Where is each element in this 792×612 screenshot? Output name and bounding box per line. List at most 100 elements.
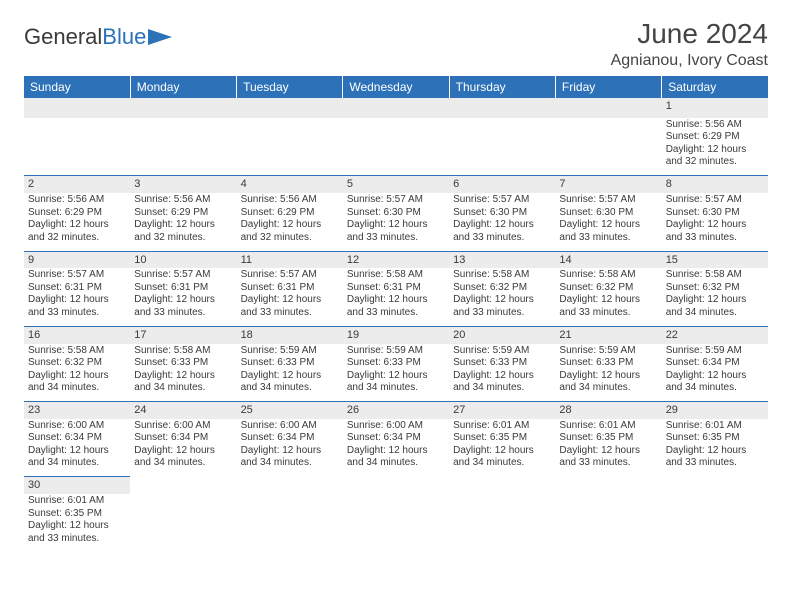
day-number-cell: 27: [449, 402, 555, 419]
day-number-cell: [662, 477, 768, 494]
day-number-cell: [555, 98, 661, 118]
day-detail-cell: [237, 118, 343, 176]
day-detail-cell: Sunrise: 5:57 AMSunset: 6:31 PMDaylight:…: [130, 268, 236, 326]
day-number-cell: [449, 98, 555, 118]
day-number-cell: 26: [343, 402, 449, 419]
day-number-cell: 21: [555, 326, 661, 343]
day-detail-cell: Sunrise: 6:01 AMSunset: 6:35 PMDaylight:…: [662, 419, 768, 477]
day-number-cell: 17: [130, 326, 236, 343]
day-number-cell: 4: [237, 176, 343, 193]
calendar-table: Sunday Monday Tuesday Wednesday Thursday…: [24, 76, 768, 552]
daynum-row: 23242526272829: [24, 402, 768, 419]
day-detail-cell: Sunrise: 6:01 AMSunset: 6:35 PMDaylight:…: [555, 419, 661, 477]
day-number-cell: [237, 98, 343, 118]
location: Agnianou, Ivory Coast: [611, 52, 768, 70]
day-number-cell: [237, 477, 343, 494]
day-detail-cell: [449, 494, 555, 552]
day-number-cell: 18: [237, 326, 343, 343]
day-number-cell: 16: [24, 326, 130, 343]
day-number-cell: [555, 477, 661, 494]
day-detail-cell: Sunrise: 5:56 AMSunset: 6:29 PMDaylight:…: [130, 193, 236, 251]
day-number-cell: 1: [662, 98, 768, 118]
day-detail-cell: Sunrise: 5:57 AMSunset: 6:31 PMDaylight:…: [24, 268, 130, 326]
day-number-cell: [343, 98, 449, 118]
logo-text-a: General: [24, 24, 102, 50]
day-detail-cell: Sunrise: 5:58 AMSunset: 6:33 PMDaylight:…: [130, 344, 236, 402]
day-detail-cell: Sunrise: 5:56 AMSunset: 6:29 PMDaylight:…: [237, 193, 343, 251]
day-number-cell: [343, 477, 449, 494]
day-detail-cell: [555, 494, 661, 552]
col-sunday: Sunday: [24, 76, 130, 98]
logo-text-b: Blue: [102, 24, 146, 50]
detail-row: Sunrise: 5:58 AMSunset: 6:32 PMDaylight:…: [24, 344, 768, 402]
day-detail-cell: [130, 118, 236, 176]
day-number-cell: [449, 477, 555, 494]
header: GeneralBlue June 2024 Agnianou, Ivory Co…: [24, 18, 768, 70]
day-detail-cell: Sunrise: 5:57 AMSunset: 6:30 PMDaylight:…: [555, 193, 661, 251]
day-detail-cell: [24, 118, 130, 176]
detail-row: Sunrise: 5:56 AMSunset: 6:29 PMDaylight:…: [24, 118, 768, 176]
day-detail-cell: Sunrise: 5:58 AMSunset: 6:32 PMDaylight:…: [449, 268, 555, 326]
daynum-row: 1: [24, 98, 768, 118]
day-number-cell: 28: [555, 402, 661, 419]
col-wednesday: Wednesday: [343, 76, 449, 98]
day-number-cell: 15: [662, 251, 768, 268]
day-detail-cell: Sunrise: 5:59 AMSunset: 6:33 PMDaylight:…: [555, 344, 661, 402]
col-tuesday: Tuesday: [237, 76, 343, 98]
day-number-cell: 25: [237, 402, 343, 419]
detail-row: Sunrise: 6:01 AMSunset: 6:35 PMDaylight:…: [24, 494, 768, 552]
day-number-cell: 9: [24, 251, 130, 268]
day-detail-cell: [237, 494, 343, 552]
day-detail-cell: Sunrise: 5:58 AMSunset: 6:32 PMDaylight:…: [24, 344, 130, 402]
day-detail-cell: Sunrise: 5:58 AMSunset: 6:32 PMDaylight:…: [662, 268, 768, 326]
logo-flag-icon: [148, 27, 174, 47]
daynum-row: 30: [24, 477, 768, 494]
col-saturday: Saturday: [662, 76, 768, 98]
daynum-row: 2345678: [24, 176, 768, 193]
col-monday: Monday: [130, 76, 236, 98]
day-number-cell: [130, 477, 236, 494]
day-detail-cell: Sunrise: 5:59 AMSunset: 6:33 PMDaylight:…: [449, 344, 555, 402]
day-number-cell: 24: [130, 402, 236, 419]
day-number-cell: 20: [449, 326, 555, 343]
weekday-header-row: Sunday Monday Tuesday Wednesday Thursday…: [24, 76, 768, 98]
day-detail-cell: Sunrise: 5:59 AMSunset: 6:33 PMDaylight:…: [237, 344, 343, 402]
day-number-cell: [130, 98, 236, 118]
day-detail-cell: [343, 494, 449, 552]
day-detail-cell: Sunrise: 5:56 AMSunset: 6:29 PMDaylight:…: [24, 193, 130, 251]
day-number-cell: 7: [555, 176, 661, 193]
day-number-cell: 23: [24, 402, 130, 419]
day-number-cell: 3: [130, 176, 236, 193]
day-detail-cell: Sunrise: 5:57 AMSunset: 6:31 PMDaylight:…: [237, 268, 343, 326]
day-detail-cell: Sunrise: 5:59 AMSunset: 6:34 PMDaylight:…: [662, 344, 768, 402]
title-block: June 2024 Agnianou, Ivory Coast: [611, 18, 768, 70]
day-detail-cell: Sunrise: 5:57 AMSunset: 6:30 PMDaylight:…: [449, 193, 555, 251]
day-detail-cell: Sunrise: 6:00 AMSunset: 6:34 PMDaylight:…: [130, 419, 236, 477]
day-number-cell: 2: [24, 176, 130, 193]
day-detail-cell: Sunrise: 5:57 AMSunset: 6:30 PMDaylight:…: [662, 193, 768, 251]
day-number-cell: 10: [130, 251, 236, 268]
day-detail-cell: Sunrise: 6:00 AMSunset: 6:34 PMDaylight:…: [343, 419, 449, 477]
day-detail-cell: [449, 118, 555, 176]
day-number-cell: 22: [662, 326, 768, 343]
detail-row: Sunrise: 6:00 AMSunset: 6:34 PMDaylight:…: [24, 419, 768, 477]
logo: GeneralBlue: [24, 18, 174, 50]
day-number-cell: 11: [237, 251, 343, 268]
day-detail-cell: Sunrise: 6:00 AMSunset: 6:34 PMDaylight:…: [24, 419, 130, 477]
day-number-cell: 13: [449, 251, 555, 268]
day-number-cell: 8: [662, 176, 768, 193]
day-detail-cell: Sunrise: 5:56 AMSunset: 6:29 PMDaylight:…: [662, 118, 768, 176]
day-number-cell: 6: [449, 176, 555, 193]
day-number-cell: [24, 98, 130, 118]
day-detail-cell: Sunrise: 5:57 AMSunset: 6:30 PMDaylight:…: [343, 193, 449, 251]
day-detail-cell: [130, 494, 236, 552]
day-detail-cell: Sunrise: 6:01 AMSunset: 6:35 PMDaylight:…: [449, 419, 555, 477]
detail-row: Sunrise: 5:57 AMSunset: 6:31 PMDaylight:…: [24, 268, 768, 326]
day-detail-cell: Sunrise: 5:58 AMSunset: 6:32 PMDaylight:…: [555, 268, 661, 326]
day-detail-cell: Sunrise: 6:01 AMSunset: 6:35 PMDaylight:…: [24, 494, 130, 552]
day-number-cell: 12: [343, 251, 449, 268]
day-detail-cell: [555, 118, 661, 176]
col-friday: Friday: [555, 76, 661, 98]
day-detail-cell: Sunrise: 5:59 AMSunset: 6:33 PMDaylight:…: [343, 344, 449, 402]
day-number-cell: 29: [662, 402, 768, 419]
